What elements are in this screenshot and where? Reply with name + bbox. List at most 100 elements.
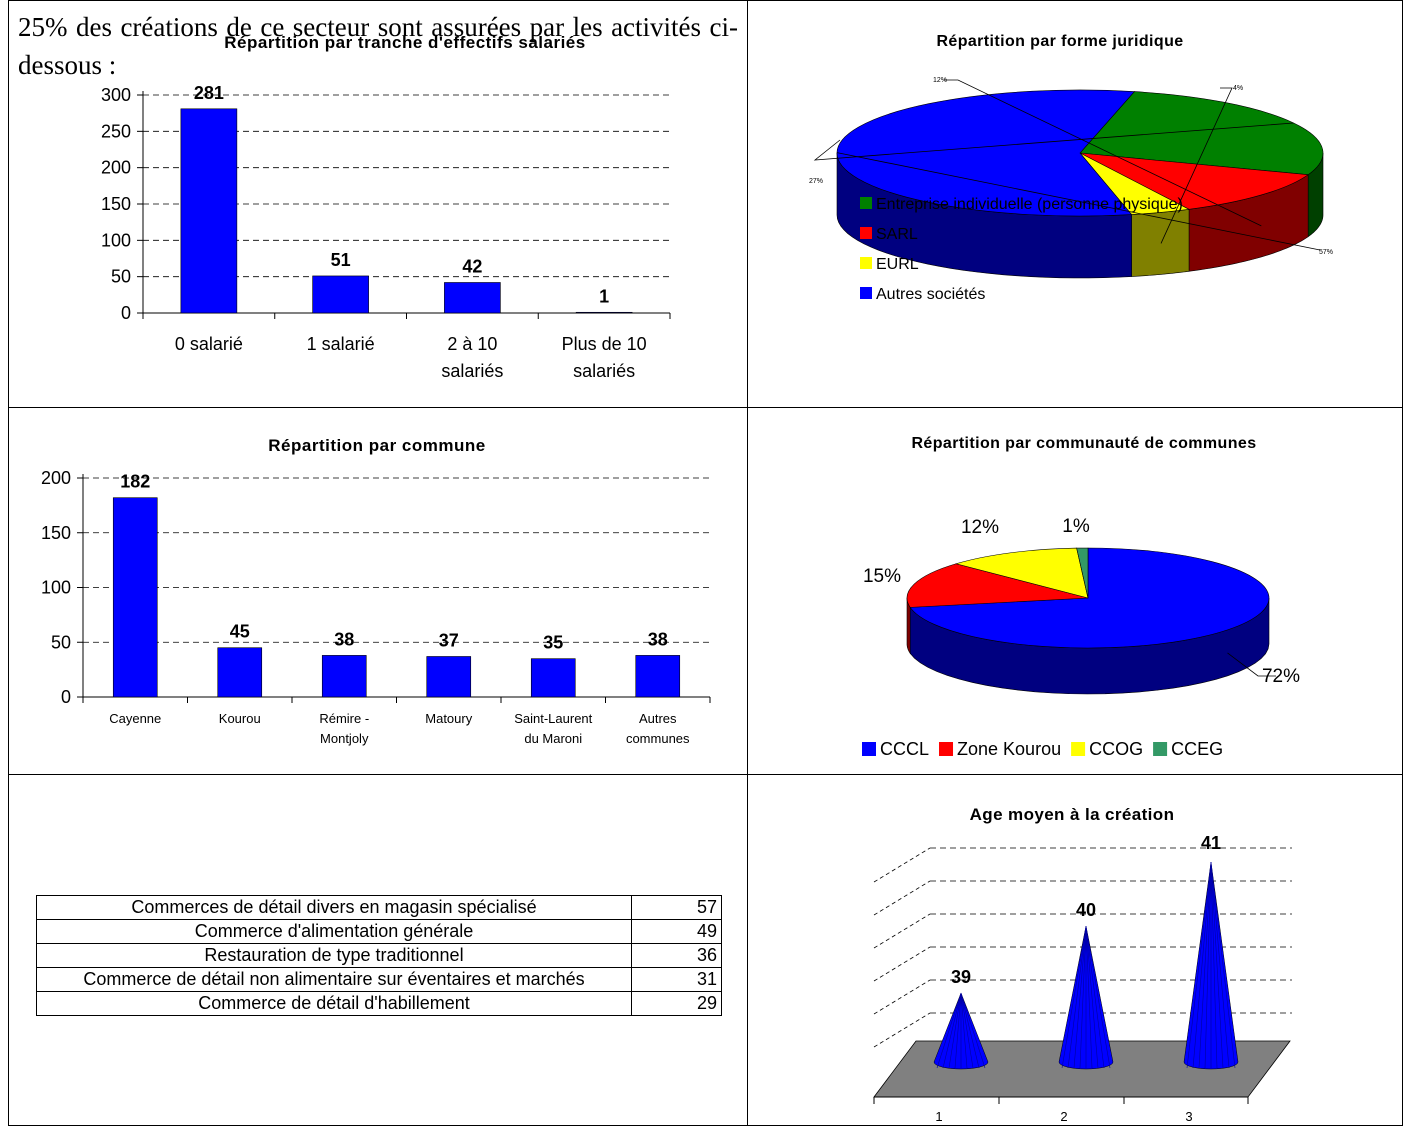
activity-count: 31 (631, 967, 722, 992)
x-tick-label: 2 (1060, 1109, 1067, 1124)
y-tick-label: 50 (51, 632, 71, 652)
pie-slice (954, 547, 1089, 599)
data-label: 35 (543, 633, 563, 653)
cone-stripe (942, 992, 962, 1069)
legend-swatch (860, 227, 872, 239)
y-tick-label: 250 (101, 121, 131, 141)
cone-stripe (1192, 861, 1212, 1069)
activity-label: Commerce de détail d'habillement (36, 991, 632, 1016)
legend-label: Entreprise individuelle (personne physiq… (876, 196, 1183, 213)
cone-stripe (1210, 861, 1224, 1069)
leader-line (813, 122, 1294, 161)
y-tick-label: 0 (61, 687, 71, 707)
x-tick-label: Matoury (425, 711, 472, 726)
legend-label: Zone Kourou (957, 739, 1061, 759)
x-tick-label: 2 à 10 (447, 334, 497, 354)
pie-slice (909, 547, 1270, 649)
cone-stripe (1061, 925, 1087, 1069)
gridline-depth (873, 1012, 931, 1048)
pie-value-label: 72% (1262, 666, 1300, 687)
legend-swatch (1071, 742, 1086, 756)
pie-slice-side (1131, 208, 1190, 277)
x-tick-label: Saint-Laurent (514, 711, 592, 726)
x-tick-label: Montjoly (320, 731, 369, 746)
activity-count: 29 (631, 991, 722, 1016)
cone-stripe (1067, 925, 1087, 1069)
x-tick-label: communes (626, 731, 690, 746)
table-row: Restauration de type traditionnel 36 (36, 943, 722, 968)
pie-value-label: 12% (961, 517, 999, 538)
gridline-depth (873, 979, 931, 1015)
pie-value-label: 4% (1233, 85, 1243, 92)
cone-stripe (954, 992, 962, 1069)
cone-stripe (936, 992, 962, 1069)
chart-effectifs: Répartition par tranche d'effectifs sala… (101, 33, 671, 381)
x-tick-label: 0 salarié (175, 334, 243, 354)
legend-swatch (860, 197, 872, 209)
chart-commune: Répartition par commune 0 50 100 150 200 182 Ca… (41, 436, 711, 746)
x-tick-label: Rémire - (319, 711, 369, 726)
gridline-depth (873, 847, 931, 883)
legend-swatch (939, 742, 954, 756)
gridline-depth (873, 946, 931, 982)
activity-label: Commerce d'alimentation générale (36, 919, 632, 944)
data-label: 37 (439, 630, 459, 650)
bar (312, 275, 369, 314)
x-tick-label: 1 salarié (307, 334, 375, 354)
cone-stripe (1204, 861, 1212, 1069)
y-tick-label: 0 (121, 303, 131, 323)
pie-value-label: 15% (863, 566, 901, 587)
bar (426, 656, 472, 698)
activity-label: Restauration de type traditionnel (36, 943, 632, 968)
cone-stripe (1210, 861, 1218, 1069)
bar (530, 658, 576, 698)
activity-count: 57 (631, 895, 722, 920)
cone-stripe (960, 992, 980, 1069)
legend-label: SARL (876, 226, 918, 243)
data-label: 51 (331, 250, 351, 270)
legend-label: Autres sociétés (876, 286, 985, 303)
intro-paragraph: 25% des créations de ce secteur sont ass… (18, 12, 738, 80)
x-tick-label: salariés (573, 361, 635, 381)
bar (444, 282, 501, 314)
y-tick-label: 150 (101, 194, 131, 214)
x-tick-label: salariés (441, 361, 503, 381)
legend-swatch (860, 257, 872, 269)
cone-stripe (960, 992, 968, 1069)
cone-stripe (1085, 925, 1093, 1069)
data-label: 38 (648, 629, 668, 649)
legend-swatch (860, 287, 872, 299)
activity-count: 49 (631, 919, 722, 944)
pie-slice (1079, 152, 1309, 210)
cone-stripe (1210, 861, 1236, 1069)
x-tick-label: Autres (639, 711, 677, 726)
bar (635, 655, 681, 698)
y-tick-label: 200 (41, 468, 71, 488)
x-tick-label: 3 (1185, 1109, 1192, 1124)
y-tick-label: 100 (101, 230, 131, 250)
pie-slice (906, 563, 1089, 608)
chart-title: Répartition par tranche d'effectifs sala… (224, 33, 585, 52)
x-tick-label: du Maroni (524, 731, 582, 746)
legend-label: EURL (876, 256, 919, 273)
pie-slice (1076, 547, 1089, 599)
x-tick-label: Kourou (219, 711, 261, 726)
bar (217, 647, 263, 698)
y-tick-label: 50 (111, 267, 131, 287)
table-row: Commerce de détail non alimentaire sur é… (36, 967, 722, 992)
table-row: Commerce d'alimentation générale 49 (36, 919, 722, 944)
y-tick-label: 300 (101, 85, 131, 105)
table-row: Commerce de détail d'habillement 29 (36, 991, 722, 1016)
chart-age: Age moyen à la création 39 1 40 2 41 3 (873, 805, 1292, 1124)
cone-stripe (960, 992, 986, 1069)
pie-slice (1079, 91, 1324, 175)
cone-stripe (1085, 925, 1099, 1069)
chart-title: Répartition par forme juridique (936, 33, 1183, 50)
data-label: 281 (194, 83, 224, 103)
leader-line (1227, 652, 1276, 677)
leader-line (836, 152, 1321, 251)
cone-stripe (1073, 925, 1087, 1069)
table-row: Commerces de détail divers en magasin sp… (36, 895, 722, 920)
legend-label: CCOG (1089, 739, 1143, 759)
